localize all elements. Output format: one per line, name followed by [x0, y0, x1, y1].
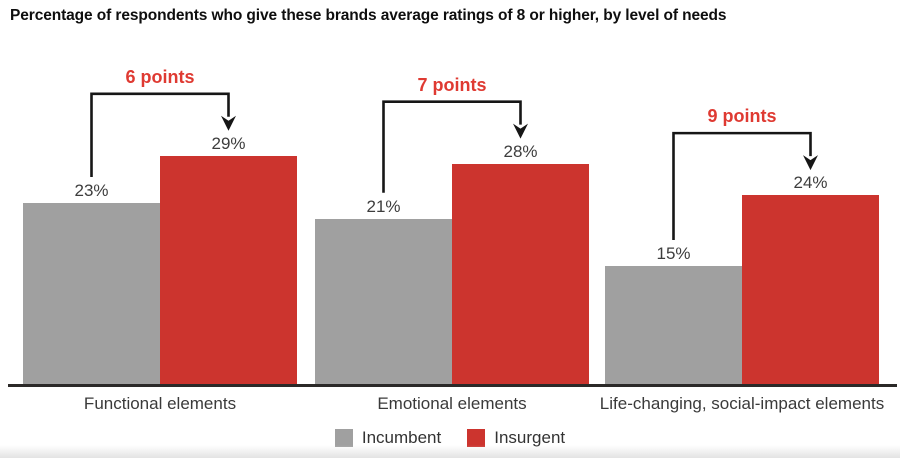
bar-incumbent — [315, 218, 452, 384]
bar-value-label: 28% — [503, 141, 538, 161]
bar-insurgent — [160, 155, 297, 384]
legend-label-incumbent: Incumbent — [361, 428, 442, 447]
bar-value-label: 21% — [366, 196, 401, 216]
legend: Incumbent Insurgent — [0, 428, 900, 448]
bar-insurgent — [742, 195, 879, 384]
arrow-down-icon — [803, 155, 818, 171]
diff-points-label: 7 points — [417, 74, 487, 95]
bar-value-label: 23% — [74, 181, 109, 200]
category-label: Functional elements — [83, 394, 237, 413]
bar-incumbent — [23, 202, 160, 384]
legend-item-insurgent: Insurgent — [467, 428, 565, 448]
category-label: Emotional elements — [377, 394, 527, 413]
x-axis-baseline — [8, 384, 897, 387]
bar-insurgent — [452, 163, 589, 384]
bar-value-label: 24% — [793, 173, 828, 193]
chart-title: Percentage of respondents who give these… — [10, 7, 727, 24]
bar-value-label: 15% — [656, 243, 691, 263]
diff-points-label: 9 points — [707, 106, 777, 127]
legend-item-incumbent: Incumbent — [334, 428, 442, 448]
incumbent-swatch-icon — [334, 429, 353, 447]
diff-points-label: 6 points — [125, 66, 195, 87]
bar-incumbent — [605, 265, 742, 384]
legend-label-insurgent: Insurgent — [494, 428, 566, 447]
arrow-down-icon — [513, 123, 528, 139]
bar-value-label: 29% — [211, 133, 246, 153]
bottom-edge-fade — [0, 445, 900, 458]
insurgent-swatch-icon — [467, 429, 486, 447]
category-label: Life-changing, social-impact elements — [599, 394, 885, 413]
arrow-down-icon — [221, 115, 236, 131]
